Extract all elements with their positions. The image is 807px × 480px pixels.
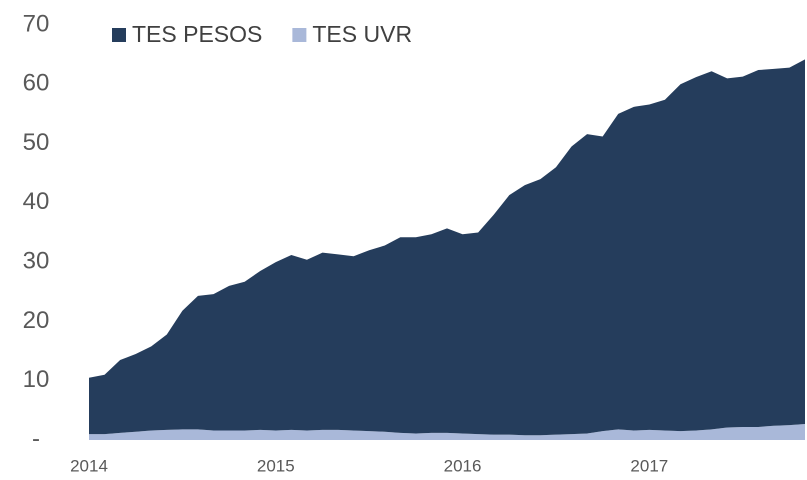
x-tick-label: 2016: [444, 456, 482, 475]
legend-swatch: [112, 28, 126, 42]
y-tick-label: 10: [23, 366, 50, 393]
y-tick-label: 30: [23, 247, 50, 274]
x-tick-label: 2017: [630, 456, 668, 475]
y-tick-label: 20: [23, 307, 50, 334]
y-tick-label: 50: [23, 129, 50, 156]
y-tick-label: 70: [23, 10, 50, 37]
y-tick-label: -: [32, 425, 40, 452]
area: [89, 423, 805, 440]
legend-swatch: [292, 28, 307, 42]
x-tick-label: 2015: [257, 456, 295, 475]
legend-label: TES UVR: [312, 21, 412, 47]
legend-label: TES PESOS: [132, 21, 262, 47]
y-tick-label: 40: [23, 188, 50, 215]
area: [89, 59, 805, 436]
y-tick-label: 60: [23, 70, 50, 97]
x-tick-label: 2014: [70, 456, 108, 475]
